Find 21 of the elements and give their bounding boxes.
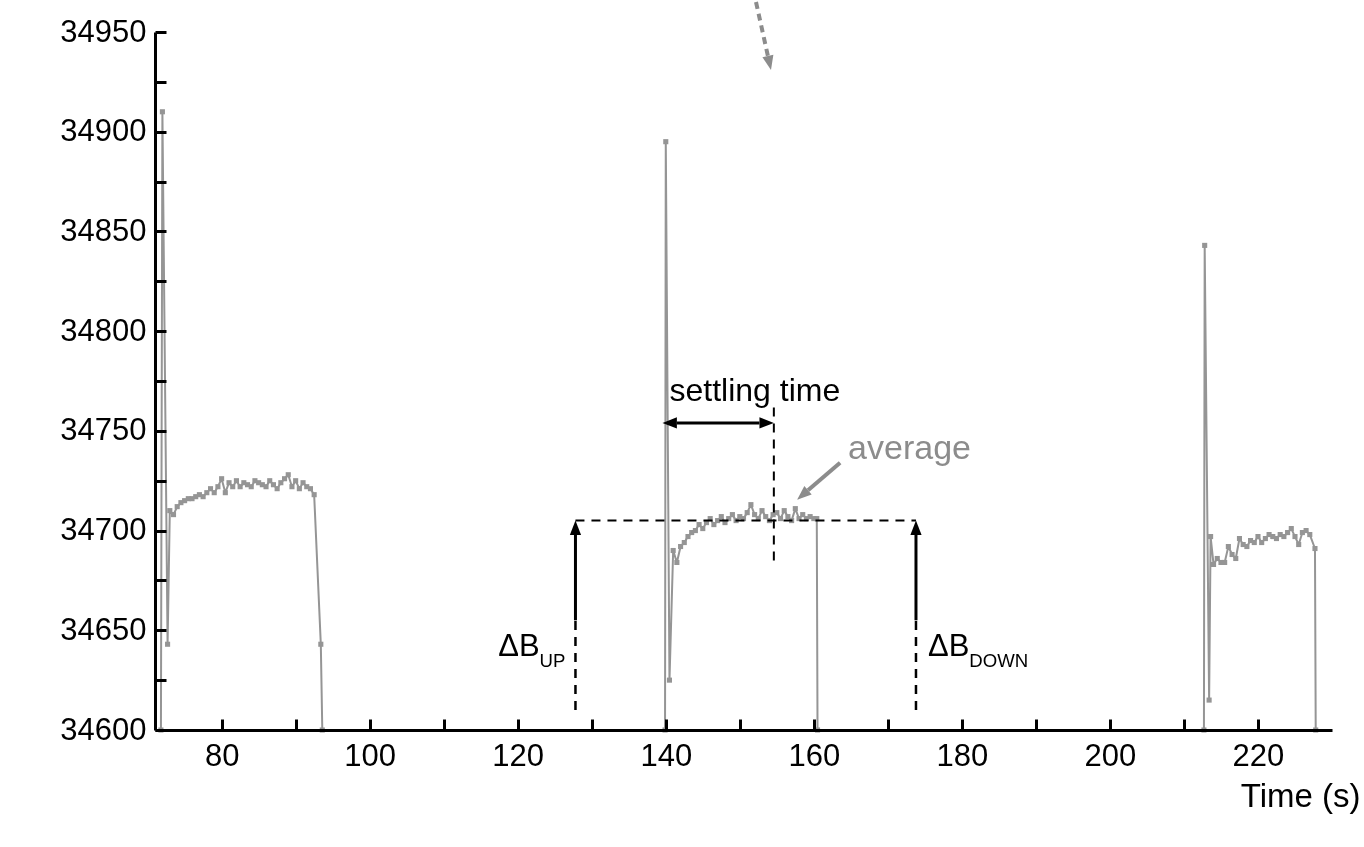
x-tick-label: 180 xyxy=(936,737,989,773)
annotation: ΔB$_{DOWN}$ xyxy=(927,627,1029,671)
annotation: ΔB$_{UP}$ xyxy=(498,627,566,671)
y-tick-label: 34800 xyxy=(60,312,147,348)
x-tick-label: 160 xyxy=(788,737,841,773)
x-tick-label: 100 xyxy=(344,737,397,773)
y-tick-label: 34750 xyxy=(60,412,147,448)
annotation: settling time xyxy=(669,371,841,408)
y-tick-label: 34850 xyxy=(60,212,147,248)
x-tick-label: 220 xyxy=(1232,737,1285,773)
y-tick-label: 34950 xyxy=(60,13,147,49)
x-axis-title: Time (s) xyxy=(1240,776,1361,814)
y-tick-label: 34650 xyxy=(60,611,147,647)
y-tick-label: 34900 xyxy=(60,113,147,149)
x-tick-label: 80 xyxy=(204,737,240,773)
annotation: average xyxy=(848,427,971,466)
x-tick-label: 200 xyxy=(1084,737,1137,773)
y-tick-label: 34700 xyxy=(60,512,147,548)
x-tick-label: 120 xyxy=(492,737,545,773)
x-tick-label: 140 xyxy=(640,737,693,773)
y-tick-label: 34600 xyxy=(60,711,147,747)
